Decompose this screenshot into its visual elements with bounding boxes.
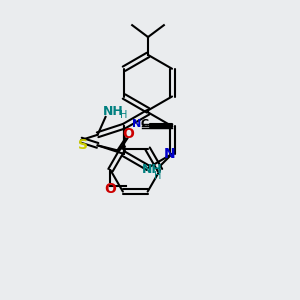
Text: N: N <box>132 119 141 129</box>
Text: C: C <box>140 119 148 129</box>
Text: H: H <box>154 171 162 181</box>
Text: S: S <box>78 138 88 152</box>
Text: H: H <box>120 110 127 120</box>
Text: N: N <box>163 147 175 161</box>
Text: NH: NH <box>142 163 163 176</box>
Text: O: O <box>122 128 134 142</box>
Text: O: O <box>105 182 116 196</box>
Text: NH: NH <box>103 104 124 118</box>
